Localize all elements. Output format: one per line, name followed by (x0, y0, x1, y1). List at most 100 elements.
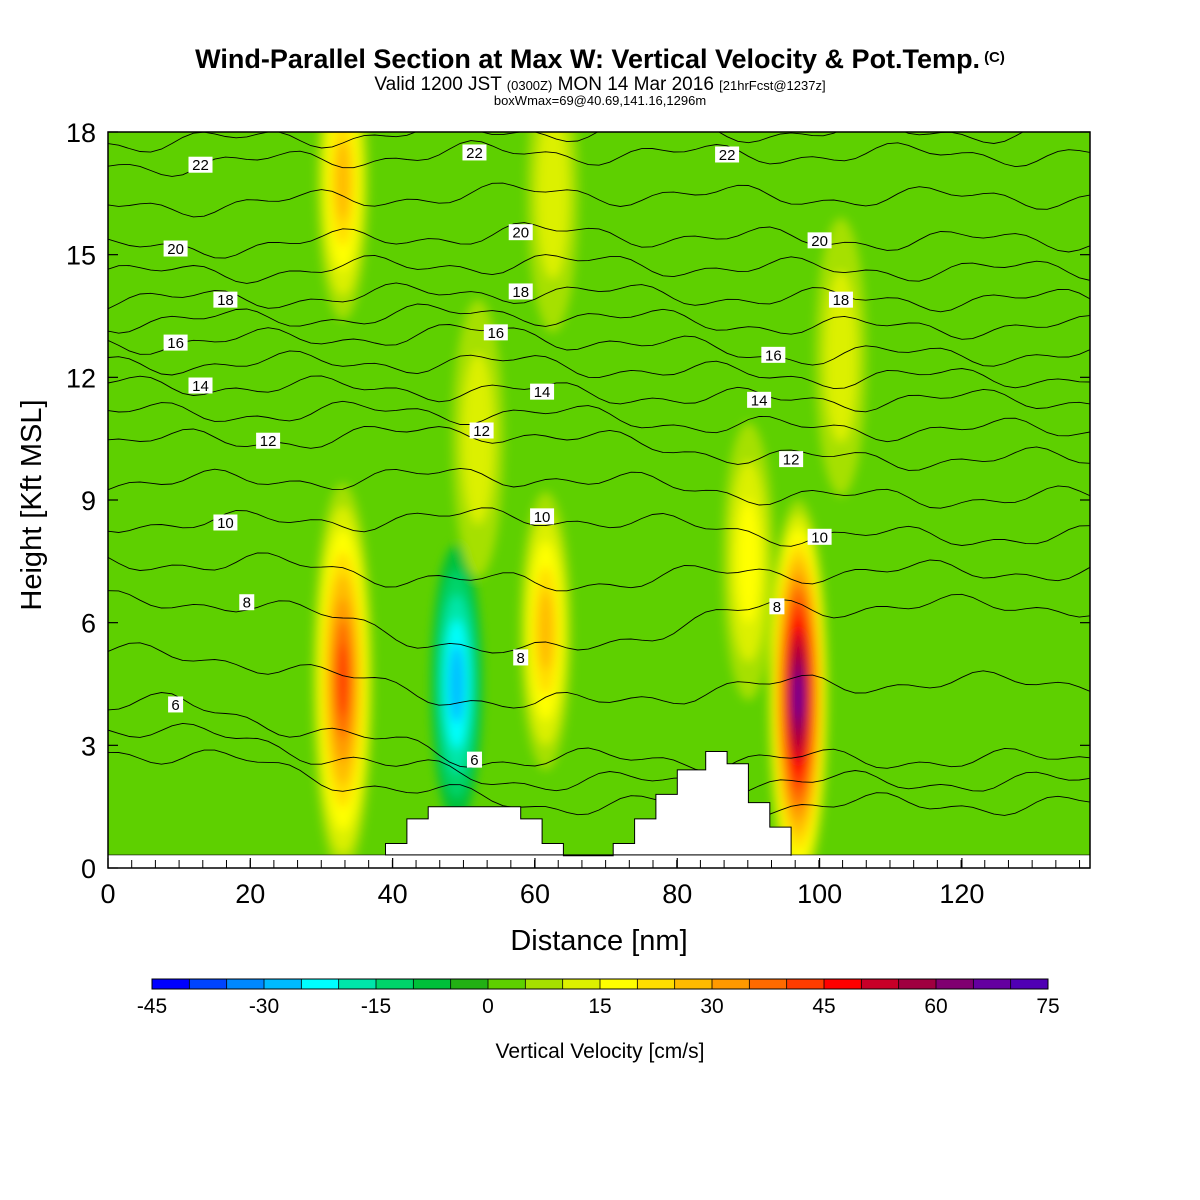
theta-label-text: 16 (765, 347, 782, 364)
colorbar-tick-label: -45 (137, 995, 167, 1018)
theta-contour (108, 642, 1090, 709)
theta-label-box (163, 334, 188, 351)
velocity-blob (335, 141, 351, 221)
x-tick-label: 20 (235, 879, 265, 909)
colorbar-swatch (264, 979, 302, 989)
x-axis-label: Distance [nm] (510, 925, 687, 957)
colorbar-swatch (1010, 979, 1049, 989)
theta-label-box (761, 346, 786, 363)
theta-label-text: 8 (517, 650, 525, 667)
colorbar-swatch (600, 979, 638, 989)
colorbar-swatch (674, 979, 713, 989)
theta-label: 14 (530, 383, 555, 401)
theta-label-box (513, 649, 529, 666)
colorbar-swatch (749, 979, 788, 989)
colorbar-swatch (338, 979, 377, 989)
colorbar: -45 -30 -15 0 15 30 45 60 75 (137, 978, 1060, 1018)
copyright-mark: (C) (984, 49, 1005, 66)
theta-label-text: 16 (167, 335, 184, 352)
theta-label: 8 (769, 598, 785, 616)
theta-label-text: 22 (466, 145, 483, 162)
theta-label-box (168, 696, 184, 713)
theta-label-text: 8 (243, 595, 251, 612)
chart-subtitle: Valid 1200 JST (0300Z) MON 14 Mar 2016 [… (0, 74, 1200, 96)
theta-label-text: 12 (260, 433, 277, 450)
theta-contour (108, 722, 1090, 795)
colorbar-tick-label: 45 (812, 995, 835, 1018)
axes: 0 20 40 60 80 100 120 0 3 6 9 12 15 18 (66, 118, 1090, 909)
theta-contour (108, 692, 1090, 773)
colorbar-swatch (189, 979, 228, 989)
velocity-blob (794, 673, 802, 720)
colorbar-swatch (898, 979, 937, 989)
box-info: boxWmax=69@40.69,141.16,1296m (493, 93, 707, 108)
theta-label-text: 14 (751, 392, 768, 409)
theta-label-box (769, 598, 785, 615)
theta-label-text: 14 (192, 378, 209, 395)
colorbar-swatch (936, 979, 974, 989)
colorbar-tick-label: -15 (361, 995, 391, 1018)
theta-label-box (483, 324, 508, 341)
theta-label: 10 (213, 514, 238, 532)
colorbar-swatch (450, 979, 489, 989)
theta-label-box (239, 594, 255, 611)
theta-label-text: 18 (833, 292, 850, 309)
colorbar-tick-label: 60 (924, 995, 947, 1018)
theta-label-box (530, 508, 555, 525)
theta-label: 16 (761, 346, 786, 364)
theta-contour (108, 467, 1090, 509)
velocity-blob (737, 499, 760, 624)
colorbar-tick-label: -30 (249, 995, 279, 1018)
x-tick-label: 120 (939, 879, 984, 909)
colorbar-swatch (824, 979, 862, 989)
terrain-profile (384, 751, 792, 857)
y-tick-label: 15 (66, 241, 96, 271)
theta-label: 8 (513, 649, 529, 667)
colorbar-swatch (226, 979, 265, 989)
colorbar-tick-label: 75 (1036, 995, 1059, 1018)
theta-label-text: 18 (217, 292, 234, 309)
field-background (108, 132, 1090, 868)
theta-label-box (213, 514, 238, 531)
theta-label: 12 (469, 422, 494, 440)
theta-label: 18 (828, 291, 853, 309)
theta-label: 10 (530, 508, 555, 526)
x-tick-label: 0 (100, 879, 115, 909)
theta-label-box (530, 383, 555, 400)
theta-label: 22 (715, 146, 740, 164)
velocity-blob (536, 132, 569, 279)
theta-label: 12 (779, 451, 804, 469)
velocity-blob (449, 644, 464, 724)
theta-label-text: 12 (473, 423, 490, 440)
velocity-blob (825, 271, 857, 443)
theta-label: 12 (256, 432, 281, 450)
y-tick-label: 3 (81, 731, 96, 761)
theta-label-text: 20 (167, 241, 184, 258)
theta-label: 20 (163, 240, 188, 258)
theta-label-box (163, 240, 188, 257)
theta-label-text: 16 (487, 325, 504, 342)
colorbar-swatch (786, 979, 825, 989)
theta-label: 14 (747, 391, 772, 409)
theta-label-text: 10 (217, 515, 234, 532)
theta-label-text: 6 (171, 697, 179, 714)
theta-contour (108, 282, 1090, 313)
colorbar-swatch (413, 979, 452, 989)
theta-label: 16 (483, 324, 508, 342)
theta-contour (108, 375, 1090, 413)
potential-temperature-contours (108, 132, 1090, 817)
x-tick-label: 60 (520, 879, 550, 909)
theta-label-box (508, 283, 533, 300)
theta-label-text: 10 (534, 509, 551, 526)
x-tick-label: 40 (378, 879, 408, 909)
theta-label-text: 12 (783, 452, 800, 469)
velocity-blob (337, 643, 349, 717)
theta-label-text: 22 (719, 147, 736, 164)
theta-label-box (807, 232, 832, 249)
y-tick-label: 0 (81, 854, 96, 884)
theta-contour (108, 254, 1090, 284)
colorbar-swatch (861, 979, 900, 989)
theta-contour (108, 749, 1090, 817)
velocity-blob (538, 591, 553, 671)
